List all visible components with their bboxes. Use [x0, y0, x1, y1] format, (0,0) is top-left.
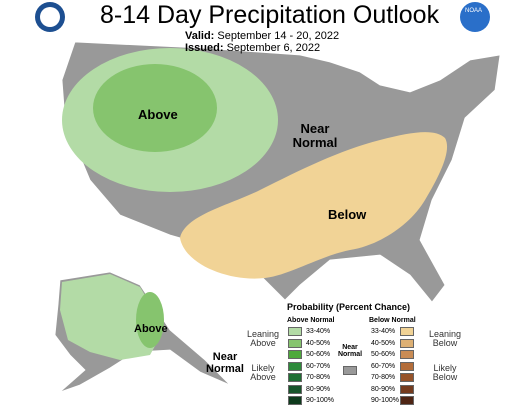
legend-label: 90-100% — [306, 397, 335, 404]
legend-swatch — [400, 396, 414, 405]
legend-label: 33-40% — [371, 328, 396, 335]
above-area-mid — [93, 64, 217, 152]
valid-label: Valid: — [185, 30, 215, 42]
legend-heading: Above Normal — [287, 317, 335, 324]
legend-swatch — [400, 361, 414, 371]
legend-swatch — [400, 338, 414, 348]
legend-swatch — [288, 338, 302, 348]
legend-swatch — [400, 350, 414, 359]
legend-swatch — [400, 373, 414, 382]
doc-logo-inner — [40, 7, 60, 27]
issued-line: Issued: September 6, 2022 — [185, 42, 321, 55]
title: 8-14 Day Precipitation Outlook — [100, 1, 440, 29]
legend-swatch — [288, 384, 302, 394]
legend-label: 60-70% — [371, 362, 396, 370]
alaska-above-area-mid — [136, 292, 164, 348]
legend-label: 50-60% — [371, 351, 396, 358]
alaska-above-area-light — [60, 274, 165, 360]
legend-label: 70-80% — [371, 374, 396, 381]
legend-group: Leaning Above — [246, 329, 280, 349]
valid: September 14 - 20, 2022 — [217, 30, 340, 42]
legend-swatch — [343, 366, 357, 375]
legend-swatch — [288, 373, 302, 382]
map-label: Near Normal — [206, 351, 244, 375]
legend-heading: Near Normal — [337, 344, 363, 359]
map-label: Above — [138, 107, 178, 122]
legend-group: Likely Above — [250, 363, 276, 383]
legend-label: 33-40% — [306, 328, 331, 335]
legend-group: Likely Below — [432, 363, 458, 383]
legend-label: 40-50% — [371, 339, 396, 347]
noaa-logo — [460, 2, 490, 32]
valid-line: Valid: September 14 - 20, 2022 — [185, 30, 340, 43]
issued: September 6, 2022 — [226, 42, 321, 54]
legend-swatch — [288, 361, 302, 371]
legend-label: 50-60% — [306, 351, 331, 358]
legend-swatch — [400, 384, 414, 394]
legend-swatch — [288, 396, 302, 405]
legend-swatch — [288, 327, 302, 336]
legend-label: 60-70% — [306, 362, 331, 370]
map-label: Above — [134, 323, 168, 335]
issued-label: Issued: — [185, 42, 224, 54]
noaa-text: NOAA — [465, 8, 483, 14]
legend-label: 70-80% — [306, 374, 331, 381]
legend-heading: Below Normal — [369, 317, 416, 324]
legend-label: 40-50% — [306, 339, 331, 347]
legend-swatch — [400, 327, 414, 336]
legend-title: Probability (Percent Chance) — [287, 302, 411, 312]
map-label: Near Normal — [292, 121, 338, 150]
legend-swatch — [288, 350, 302, 359]
below-area — [180, 132, 448, 279]
legend-label: 80-90% — [306, 385, 331, 393]
map-label: Below — [328, 207, 367, 222]
legend-label: 90-100% — [371, 397, 400, 404]
legend-group: Leaning Below — [428, 329, 462, 349]
legend-label: 80-90% — [371, 385, 396, 393]
